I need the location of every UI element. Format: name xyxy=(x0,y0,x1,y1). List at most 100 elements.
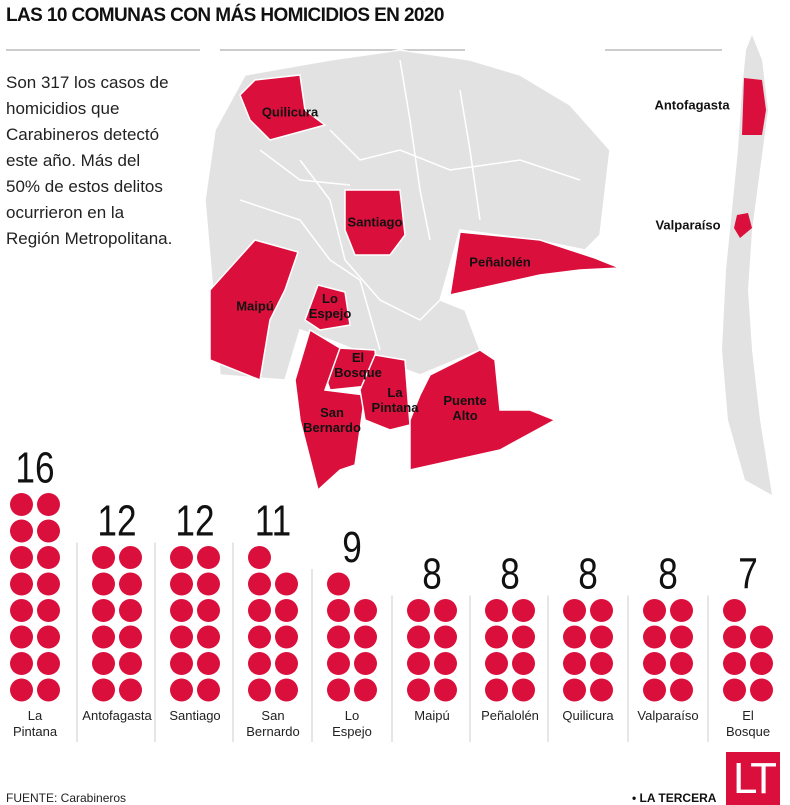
dot xyxy=(92,599,115,622)
dot xyxy=(590,625,613,649)
dot xyxy=(275,652,298,675)
dot xyxy=(434,678,457,702)
dot xyxy=(750,678,773,702)
map-label: Valparaíso xyxy=(655,217,721,233)
dot xyxy=(248,625,271,649)
dot xyxy=(119,572,142,596)
value-label: 8 xyxy=(422,550,442,599)
dot xyxy=(563,625,586,649)
dot xyxy=(92,678,115,702)
map-label: El Bosque xyxy=(334,350,382,380)
dot xyxy=(670,652,693,675)
dot xyxy=(37,519,60,543)
map-label: Puente Alto xyxy=(443,393,487,423)
dot xyxy=(275,625,298,649)
dot xyxy=(170,652,193,675)
dot xyxy=(248,572,271,596)
dot xyxy=(170,572,193,596)
dot xyxy=(643,599,666,622)
dot xyxy=(248,678,271,702)
dot xyxy=(37,599,60,622)
dot xyxy=(170,546,193,569)
dot xyxy=(643,678,666,702)
dot xyxy=(248,652,271,675)
dot xyxy=(485,599,508,622)
dot xyxy=(354,652,377,675)
value-label: 12 xyxy=(175,497,214,546)
dot xyxy=(170,625,193,649)
title: LAS 10 COMUNAS CON MÁS HOMICIDIOS EN 202… xyxy=(6,5,444,26)
dot xyxy=(37,572,60,596)
dot xyxy=(590,599,613,622)
dot xyxy=(92,546,115,569)
value-label: 11 xyxy=(255,497,292,546)
dot xyxy=(590,652,613,675)
dot xyxy=(354,599,377,622)
category-label: Quilicura xyxy=(562,708,614,723)
dot xyxy=(354,678,377,702)
dot xyxy=(119,546,142,569)
dot xyxy=(434,625,457,649)
dot xyxy=(92,572,115,596)
dot xyxy=(170,599,193,622)
dot xyxy=(485,678,508,702)
dot xyxy=(434,599,457,622)
dot xyxy=(327,652,350,675)
dot xyxy=(197,572,220,596)
map-label: Lo Espejo xyxy=(308,291,352,321)
dot xyxy=(327,625,350,649)
dot xyxy=(119,652,142,675)
dot xyxy=(485,625,508,649)
dot xyxy=(275,678,298,702)
dot xyxy=(723,678,746,702)
dot xyxy=(512,678,535,702)
dot xyxy=(10,546,33,569)
category-label: Maipú xyxy=(414,708,450,723)
dot xyxy=(10,678,33,702)
value-label: 12 xyxy=(97,497,136,546)
dot xyxy=(275,572,298,596)
dot xyxy=(10,652,33,675)
brand: LA TERCERA xyxy=(632,791,717,805)
map-label: San Bernardo xyxy=(303,405,361,435)
dot xyxy=(10,599,33,622)
value-label: 8 xyxy=(500,550,520,599)
dot xyxy=(723,652,746,675)
category-label: Lo Espejo xyxy=(332,708,372,739)
value-label: 9 xyxy=(342,523,362,572)
value-label: 8 xyxy=(658,550,678,599)
dot xyxy=(407,625,430,649)
dot xyxy=(197,625,220,649)
dot xyxy=(197,599,220,622)
dot xyxy=(197,652,220,675)
dot xyxy=(327,678,350,702)
intro-text: Son 317 los casos de homicidios que Cara… xyxy=(6,73,173,248)
dot xyxy=(354,625,377,649)
dot xyxy=(407,599,430,622)
map-label: Maipú xyxy=(236,298,274,314)
dot xyxy=(37,652,60,675)
logo: LT xyxy=(726,752,780,805)
dot xyxy=(119,625,142,649)
dot xyxy=(512,599,535,622)
dot xyxy=(407,652,430,675)
dot xyxy=(563,599,586,622)
dot xyxy=(37,625,60,649)
dot xyxy=(563,652,586,675)
category-label: El Bosque xyxy=(725,708,771,739)
dot xyxy=(512,652,535,675)
chile-map xyxy=(722,35,772,495)
dot xyxy=(590,678,613,702)
dot xyxy=(512,625,535,649)
source: FUENTE: Carabineros xyxy=(6,791,127,805)
dot xyxy=(10,519,33,543)
dot xyxy=(10,625,33,649)
dot xyxy=(643,625,666,649)
dot xyxy=(723,599,746,622)
map-label: Peñalolén xyxy=(469,254,531,270)
dot xyxy=(670,625,693,649)
dot xyxy=(670,599,693,622)
dot xyxy=(197,546,220,569)
